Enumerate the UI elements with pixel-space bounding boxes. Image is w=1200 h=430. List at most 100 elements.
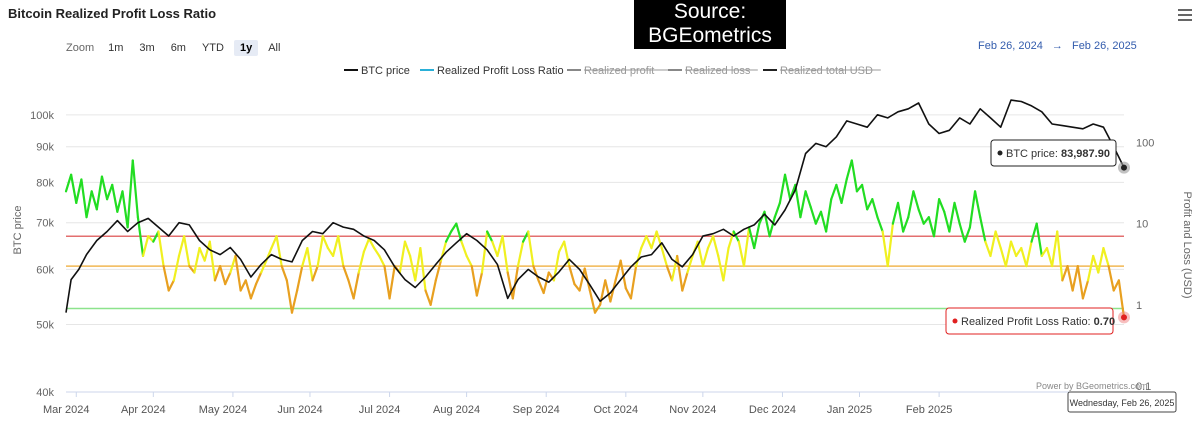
ratio-segment — [239, 279, 247, 292]
ratio-segment — [70, 173, 78, 205]
ratio-segment — [321, 235, 330, 250]
ratio-segment — [655, 230, 663, 250]
ratio-segment — [676, 254, 684, 292]
ratio-segment — [511, 264, 520, 300]
ratio-segment — [624, 287, 633, 300]
ratio-segment — [409, 254, 417, 282]
ratio-segment — [778, 173, 787, 205]
date-tooltip-text: Wednesday, Feb 26, 2025 — [1070, 398, 1175, 408]
source-line1: Source: — [673, 0, 747, 23]
y-right-tick-label: 1 — [1136, 300, 1142, 312]
ratio-segment — [768, 216, 776, 238]
ratio-segment — [254, 271, 263, 286]
ratio-segment — [234, 254, 242, 292]
legend-realized-profit-label: Realized profit — [584, 65, 654, 77]
ratio-segment — [871, 198, 879, 219]
legend-realized-loss[interactable]: Realized loss — [668, 65, 758, 77]
ratio-segment — [290, 289, 299, 314]
ratio-segment — [496, 235, 504, 258]
y-left-tick-label: 100k — [30, 110, 54, 122]
ratio-segment — [1056, 230, 1064, 282]
ratio-segment — [994, 230, 1002, 250]
ratio-segment — [747, 226, 756, 250]
zoom-all-button[interactable]: All — [268, 42, 281, 54]
btc-tooltip-box — [990, 139, 1117, 167]
ratio-segment — [737, 240, 746, 268]
hamburger-menu-icon[interactable] — [1178, 9, 1192, 21]
ratio-segment — [557, 240, 566, 253]
ratio-segment — [979, 216, 987, 243]
ratio-segment — [121, 190, 129, 229]
ratio-segment — [938, 198, 946, 213]
ratio-segment — [100, 175, 109, 201]
ratio-segment — [1015, 246, 1023, 258]
credit-text: Power by BGeometrics.com — [1036, 381, 1148, 391]
ratio-segment — [434, 259, 443, 282]
legend-realized-total[interactable]: Realized total USD — [763, 65, 881, 77]
ratio-segment — [629, 264, 638, 300]
x-tick-label: Oct 2024 — [593, 404, 638, 416]
ratio-segment — [373, 246, 381, 258]
legend-realized-loss-label: Realized loss — [685, 65, 751, 77]
ratio-segment — [337, 235, 345, 268]
zoom-1y-button[interactable]: 1y — [233, 40, 259, 56]
ratio-segment — [712, 235, 720, 258]
ratio-segment — [172, 254, 181, 282]
ratio-segment — [850, 159, 859, 193]
btc-tooltip-label: BTC price: — [1006, 148, 1061, 160]
range-from-input[interactable]: Feb 26, 2024 — [978, 40, 1043, 52]
ratio-segment — [1107, 264, 1115, 292]
legend-ratio[interactable]: Realized Profit Loss Ratio — [420, 65, 564, 77]
ratio-segment — [917, 208, 925, 225]
ratio-segment — [260, 259, 268, 274]
ratio-segment — [1035, 222, 1043, 258]
ratio-segment — [90, 190, 98, 211]
ratio-segment — [167, 279, 175, 292]
ratio-segment — [1004, 240, 1013, 268]
legend-btc-price[interactable]: BTC price — [344, 65, 410, 77]
ratio-segment — [989, 230, 997, 258]
ratio-segment — [388, 264, 396, 300]
range-to-input[interactable]: Feb 26, 2025 — [1071, 40, 1137, 52]
ratio-segment — [835, 183, 843, 205]
ratio-segment — [208, 240, 217, 282]
ratio-segment — [527, 230, 535, 268]
ratio-segment — [147, 235, 155, 243]
ratio-segment — [95, 175, 104, 211]
zoom-ytd-button[interactable]: YTD — [201, 42, 224, 54]
date-tooltip-box — [1067, 391, 1177, 413]
zoom-1m-button[interactable]: 1m — [108, 42, 124, 54]
ratio-segment — [860, 183, 869, 211]
ratio-segment — [891, 201, 900, 225]
x-tick-label: Jun 2024 — [277, 404, 322, 416]
ratio-segment — [111, 183, 119, 213]
ratio-segment — [1025, 240, 1033, 268]
legend[interactable]: BTC price Realized Profit Loss Ratio Reali… — [344, 65, 881, 77]
ratio-segment — [326, 246, 335, 258]
ratio-segment — [1102, 246, 1110, 268]
ratio-segment — [881, 230, 889, 268]
ratio-segment — [634, 246, 643, 268]
ratio-segment — [943, 210, 951, 233]
legend-realized-profit[interactable]: Realized profit — [567, 65, 668, 77]
ratio-segment — [306, 246, 314, 282]
ratio-segment — [1117, 279, 1126, 319]
ratio-segment — [398, 240, 407, 274]
ratio-segment — [450, 222, 458, 233]
zoom-controls: Zoom 1m 3m 6m YTD 1y All — [66, 40, 290, 56]
ratio-segment — [973, 190, 982, 219]
source-label: Source: BGEometrics — [634, 0, 786, 49]
ratio-segment — [301, 246, 309, 268]
btc-tooltip-text: BTC price: 83,987.90 — [1006, 148, 1110, 160]
ratio-segment — [722, 246, 730, 282]
ratio-segment — [619, 259, 627, 290]
ratio-segment — [475, 271, 484, 297]
zoom-6m-button[interactable]: 6m — [170, 42, 186, 54]
ratio-segment — [984, 240, 992, 258]
zoom-3m-button[interactable]: 3m — [139, 42, 155, 54]
ratio-segment — [1066, 264, 1074, 292]
ratio-segment — [681, 271, 689, 292]
ratio-segment — [342, 264, 350, 282]
tooltips: BTC price: 83,987.90 Realized Profit Loss… — [945, 139, 1177, 413]
ratio-segment — [819, 210, 828, 233]
